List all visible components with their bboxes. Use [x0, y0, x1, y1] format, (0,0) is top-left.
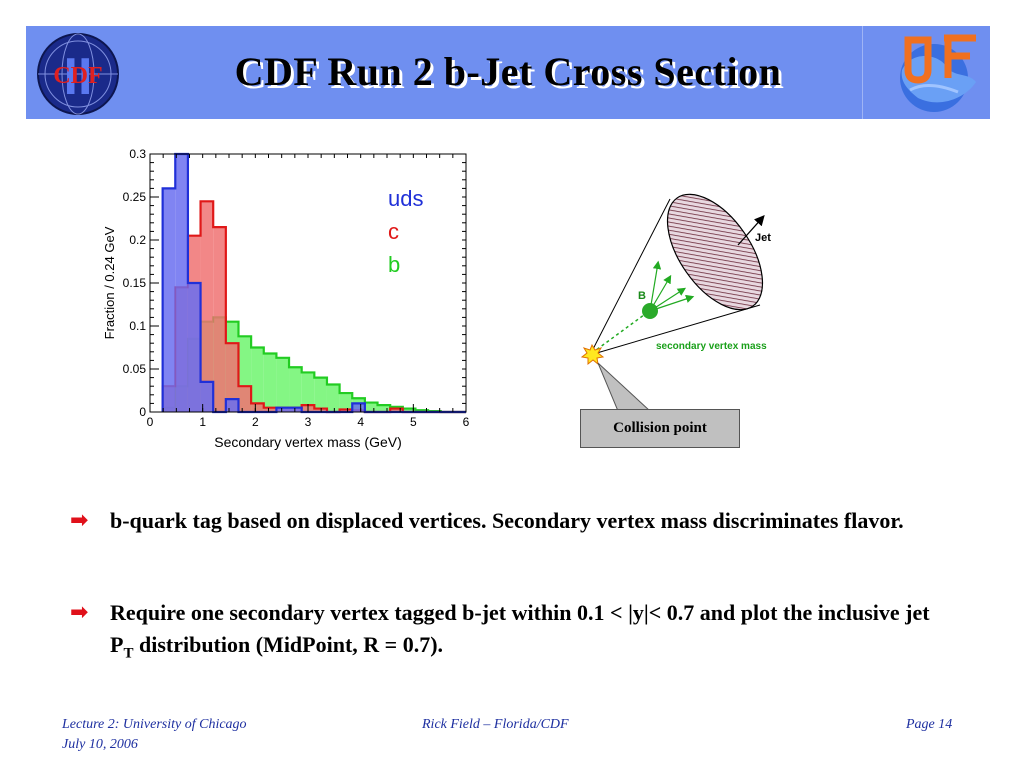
bar-c: [339, 409, 353, 412]
bar-b: [289, 367, 302, 412]
secondary-vertex-mass-label: secondary vertex mass: [656, 341, 767, 352]
slide-title: CDF Run 2 b-Jet Cross Section: [234, 49, 782, 94]
bar-b: [402, 408, 416, 412]
b-flight-path: [591, 311, 649, 354]
y-tick-label: 0.05: [123, 362, 147, 376]
jet-cone: [589, 198, 761, 356]
legend-b: b: [388, 252, 400, 277]
bar-c: [213, 227, 226, 412]
cdf-logo-text: CDF: [53, 63, 102, 89]
jet-label: Jet: [755, 232, 771, 244]
bar-uds: [225, 399, 239, 412]
bullet-2-text-a: Require one secondary vertex tagged b-je…: [110, 600, 930, 657]
axis-ticks: 0 1 2 3 4 5 6 0 0.05 0.1 0.15 0.2 0.25 0.3: [123, 147, 470, 429]
b-jet-diagram: Jet B secondary vertex mass: [580, 193, 771, 412]
secondary-vertex-mass-histogram: 0 1 2 3 4 5 6 0 0.05 0.1 0.15 0.2 0.25 0.3 Secondary …: [102, 147, 470, 450]
y-tick-label: 0.2: [129, 233, 146, 247]
bar-b: [339, 393, 353, 412]
university-of-florida-logo: [900, 34, 976, 112]
jet-cone-opening: [666, 193, 764, 311]
b-label: B: [638, 290, 646, 302]
cdf-logo-numeral: II: [64, 48, 93, 106]
footer-date: July 10, 2006: [62, 737, 138, 752]
bar-c: [263, 407, 277, 412]
collision-star-icon: [580, 343, 605, 366]
callout-pointer: [597, 362, 652, 412]
b-hadron-vertex: [642, 303, 658, 319]
footer-page-number: Page 14: [906, 717, 953, 732]
x-axis-label: Secondary vertex mass (GeV): [214, 434, 402, 450]
bar-c: [390, 408, 403, 412]
bar-uds: [276, 407, 290, 412]
bar-uds: [162, 188, 176, 412]
collision-point-callout: Collision point: [580, 409, 740, 448]
cdf-logo: II CDF: [37, 33, 119, 115]
bullet-2-text-b: distribution (MidPoint, R = 0.7).: [133, 632, 444, 657]
y-tick-label: 0: [139, 405, 146, 419]
bullet-2-text: Require one secondary vertex tagged b-je…: [110, 597, 950, 669]
bar-uds: [352, 403, 365, 412]
bar-uds: [289, 407, 302, 412]
x-tick-label: 0: [147, 415, 154, 429]
title-banner: II CDF CDF Run 2 b-Jet Cross Section: [26, 26, 990, 119]
bar-b: [263, 353, 277, 412]
x-tick-label: 2: [252, 415, 259, 429]
bar-c: [238, 386, 252, 412]
bar-c: [225, 343, 239, 412]
legend-uds: uds: [388, 186, 423, 211]
arrow-bullet-icon: ➡: [70, 508, 89, 533]
bar-uds: [187, 283, 201, 412]
bar-c: [200, 201, 214, 412]
bullet-2-subscript: T: [123, 645, 134, 662]
histogram-series-layer: [161, 152, 466, 414]
y-tick-label: 0.3: [129, 147, 146, 161]
jet-arrow: [737, 215, 765, 246]
bar-b: [364, 402, 378, 412]
bullet-1: ➡ b-quark tag based on displaced vertice…: [70, 505, 950, 575]
y-axis-label: Fraction / 0.24 GeV: [102, 226, 117, 339]
bar-uds: [175, 154, 188, 412]
x-tick-label: 1: [199, 415, 206, 429]
bullet-1-text: b-quark tag based on displaced vertices.…: [110, 508, 904, 533]
bar-b: [301, 372, 315, 412]
outline-c: [161, 200, 466, 414]
footer-author: Rick Field – Florida/CDF: [422, 717, 569, 732]
header-divider: [862, 26, 863, 119]
y-tick-label: 0.15: [123, 276, 147, 290]
footer-lecture: Lecture 2: University of Chicago: [62, 717, 247, 732]
x-tick-label: 3: [305, 415, 312, 429]
bar-b: [377, 405, 391, 412]
bar-b: [276, 357, 290, 412]
y-tick-label: 0.25: [123, 190, 147, 204]
bullet-2: ➡ Require one secondary vertex tagged b-…: [70, 597, 950, 667]
bar-c: [251, 403, 264, 412]
bar-uds: [200, 381, 214, 412]
x-tick-label: 5: [410, 415, 417, 429]
bar-b: [326, 384, 340, 412]
x-tick-label: 4: [357, 415, 364, 429]
x-tick-label: 6: [463, 415, 470, 429]
bar-c: [314, 408, 327, 412]
arrow-bullet-icon: ➡: [70, 600, 89, 625]
bar-b: [251, 347, 264, 412]
legend-c: c: [388, 219, 399, 244]
chart-legend: uds cb: [388, 186, 423, 277]
series-uds: [161, 152, 466, 414]
bar-b: [314, 377, 327, 412]
y-tick-label: 0.1: [129, 319, 146, 333]
